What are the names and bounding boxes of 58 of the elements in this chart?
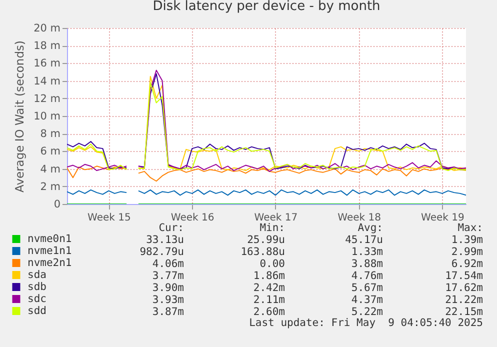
y-tick-label: 14 m [34,75,60,88]
text: 163.88u [240,246,285,258]
text: 21.22m [445,294,483,306]
text: Avg: [358,222,383,234]
y-tick-label: 16 m [34,58,60,70]
text: Cur: [158,222,184,234]
text: 982.79u [140,246,184,258]
text: 1.39m [451,234,483,246]
text: 1.86m [253,270,285,282]
text: 3.77m [152,270,184,282]
y-tick-label: 4 m [40,163,60,176]
legend-label: sda [28,269,46,281]
text: 4.76m [351,270,383,282]
text: 3.88m [351,258,383,270]
text: 5.67m [351,282,383,294]
text: Min: [260,222,285,234]
text: 3.87m [152,306,184,318]
text: 2.60m [253,306,285,318]
text: 6.92m [451,258,483,270]
text: 1.33m [351,246,383,258]
y-tick-label: 6 m [40,146,60,158]
text: Max: [458,222,483,234]
x-tick-label: Week 17 [254,212,298,224]
text: Last update: Fri May 9 04:05:40 2025 [249,317,483,329]
text: 2.99m [451,246,483,258]
text: 2.42m [253,282,285,294]
legend-label: nvme2n1 [28,257,72,269]
y-tick-label: 8 m [40,128,60,140]
chart-title: Disk latency per device - by month [152,0,380,14]
legend-label: sdc [28,293,46,305]
text: 17.54m [445,270,483,282]
x-tick-label: Week 18 [338,212,381,224]
y-tick-label: 20 m [34,22,60,34]
y-tick-label: 10 m [34,110,60,122]
text: 2.11m [253,294,285,306]
y-tick-label: 0 [54,198,60,210]
text: 33.13u [146,234,184,246]
text: 4.37m [351,294,383,306]
y-tick-label: 18 m [34,40,60,52]
x-tick-label: Week 16 [170,212,214,224]
y-tick-label: 12 m [34,92,60,105]
y-axis-title: Average IO Wait (seconds) [12,40,27,192]
x-tick-label: Week 15 [88,212,131,224]
legend-label: nvme0n1 [28,233,72,245]
x-tick-label: Week 19 [421,212,464,224]
legend-label: sdd [28,305,46,317]
text: 0.00 [260,258,285,270]
legend-label: sdb [28,281,46,293]
text: 4.06m [152,258,184,270]
text: 3.90m [152,282,184,294]
text: 25.99u [247,234,285,246]
text: 22.15m [445,306,483,318]
y-tick-label: 2 m [40,180,60,193]
text: 5.22m [351,306,383,318]
text: 17.62m [445,282,483,294]
legend-label: nvme1n1 [28,245,72,257]
text: 3.93m [152,294,184,306]
text: 45.17u [345,234,383,246]
